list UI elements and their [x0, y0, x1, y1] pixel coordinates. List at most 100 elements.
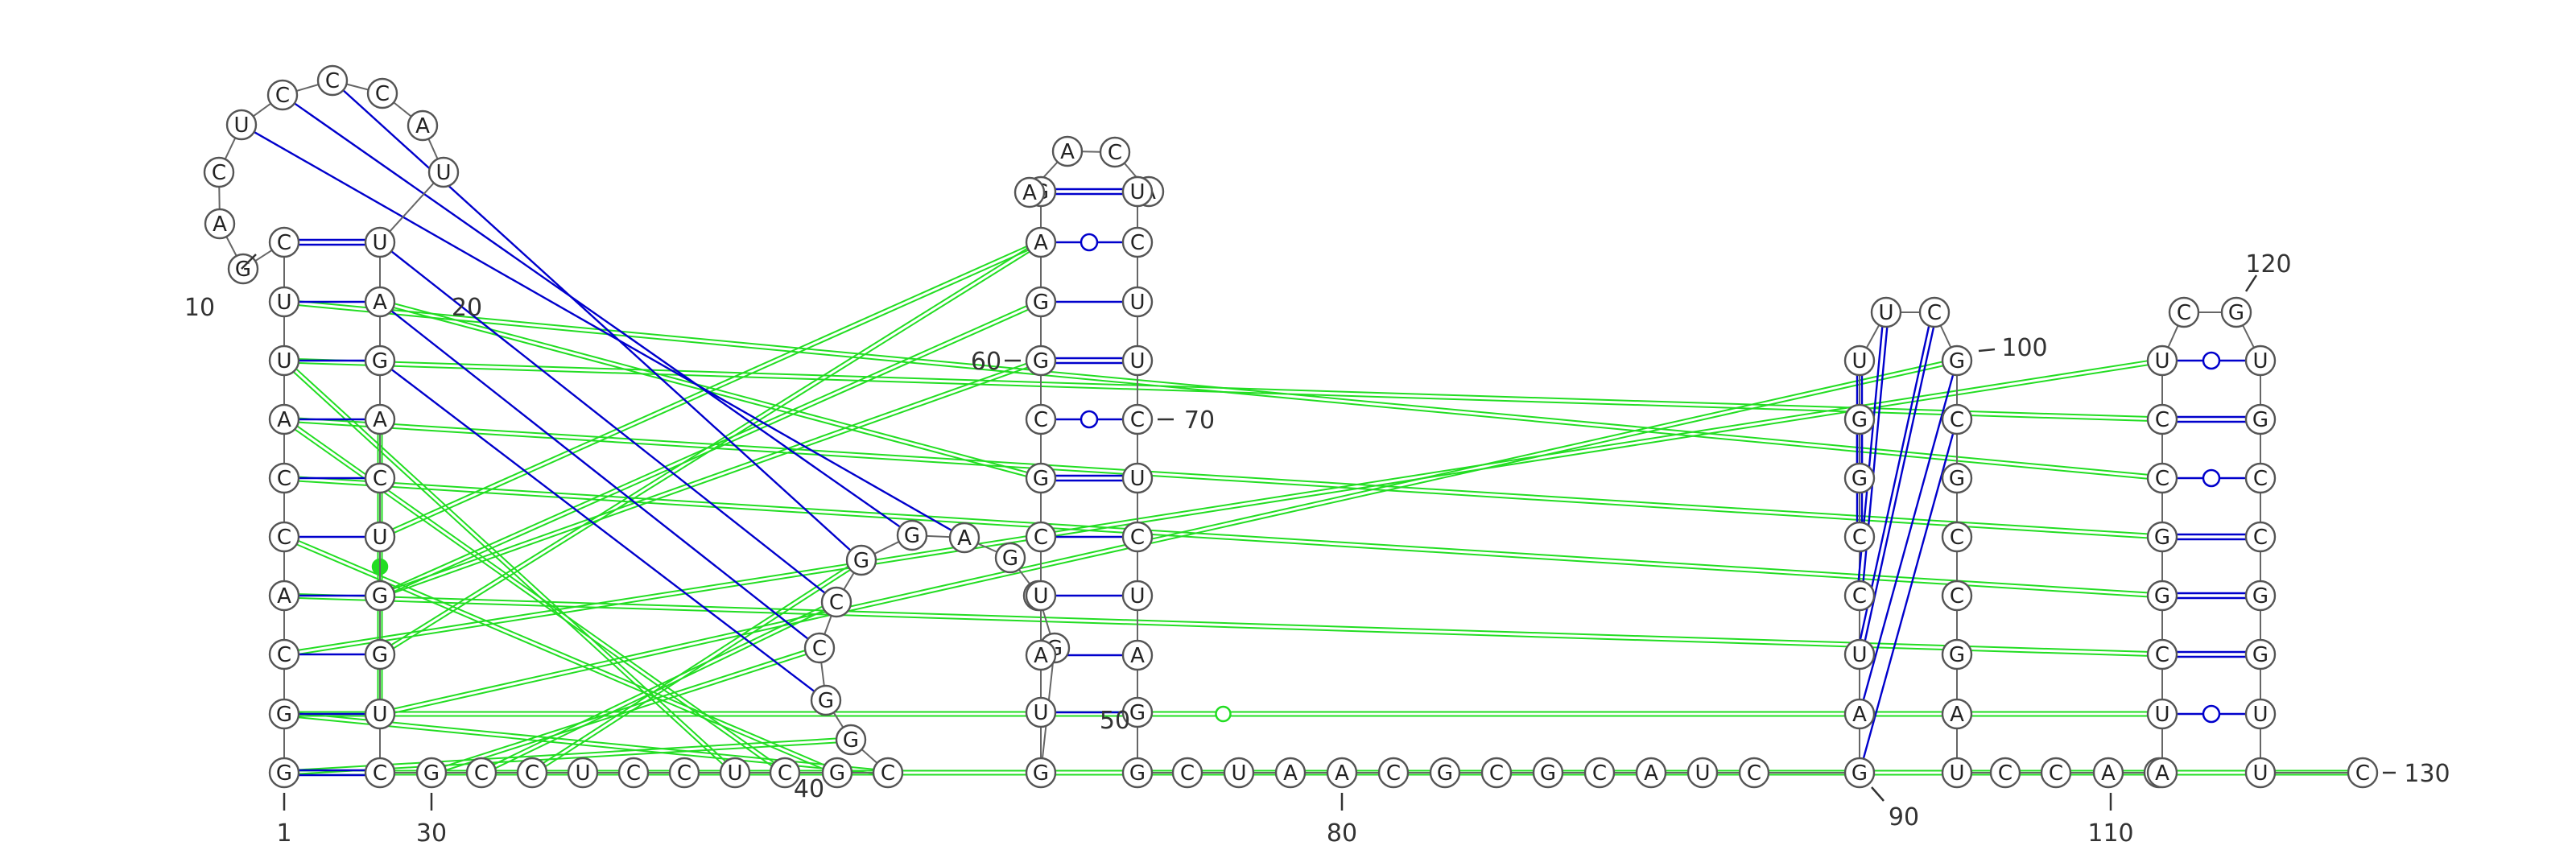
backbone-link — [346, 83, 369, 91]
backbone-link — [1018, 568, 1031, 585]
nucleotide: C — [364, 757, 396, 789]
nucleotide: C — [203, 156, 235, 188]
nucleotide-circle — [2220, 296, 2252, 328]
tertiary-interaction-line — [394, 303, 1028, 473]
nucleotide-circle — [1025, 757, 1057, 789]
nucleotide-letter: U — [233, 113, 249, 138]
nucleotide: U — [268, 286, 300, 318]
nucleotide-letter: U — [1129, 180, 1145, 204]
nucleotide-letter: A — [1644, 761, 1658, 786]
nucleotide: G — [2146, 580, 2178, 612]
nucleotide-circle — [1121, 286, 1154, 318]
nucleotide: G — [1025, 286, 1057, 318]
backbone-connectors — [218, 83, 2348, 774]
nucleotide-letter: G — [1540, 761, 1556, 786]
backbone-link — [977, 543, 997, 553]
nucleotide-letter: C — [1592, 761, 1607, 786]
tertiary-interaction-line — [392, 362, 1027, 590]
backbone-link — [832, 712, 844, 728]
nucleotide: C — [803, 632, 836, 664]
tertiary-interaction-line — [390, 247, 1028, 646]
backbone-link — [1865, 324, 1880, 349]
nucleotide-circle — [1843, 580, 1876, 612]
nucleotide-circle — [1941, 344, 1973, 377]
nucleotide: G — [1941, 344, 1973, 377]
position-label: 90 — [1889, 803, 1919, 831]
nucleotide-circle — [225, 109, 258, 141]
nucleotide-circle — [2347, 757, 2379, 789]
backbone-link — [393, 101, 412, 118]
nucleotide: A — [364, 403, 396, 435]
nucleotide-letter: U — [1949, 761, 1964, 786]
nucleotide: U — [1121, 175, 1154, 208]
nucleotide-circle — [268, 403, 300, 435]
nucleotide: C — [268, 226, 300, 258]
nucleotide: A — [1013, 176, 1046, 208]
nucleotide: U — [2146, 344, 2178, 377]
nucleotide-circle — [2146, 521, 2178, 553]
nucleotide-circle — [203, 156, 235, 188]
pseudoknot-pair-lines — [254, 89, 952, 693]
backbone-link — [224, 137, 237, 160]
nucleotide-letter: C — [375, 82, 390, 106]
backbone-link — [1042, 609, 1051, 635]
nucleotide: G — [415, 757, 448, 789]
backbone-link — [254, 249, 273, 262]
backbone-link — [873, 541, 900, 555]
nucleotide-letter: A — [277, 408, 291, 432]
nucleotide-letter: U — [1033, 701, 1048, 725]
nucleotide: C — [268, 521, 300, 553]
nucleotide-circle — [1051, 135, 1084, 167]
nucleotide-circle — [1025, 462, 1057, 494]
nucleotide: C — [268, 638, 300, 670]
backbone-link — [843, 571, 855, 591]
nucleotide-letter: C — [2177, 301, 2191, 325]
nucleotide-circle — [1025, 521, 1057, 553]
pseudoknot-pair-line — [390, 250, 826, 594]
nucleotide-circle — [415, 757, 448, 789]
nucleotide: G — [810, 684, 842, 716]
nucleotide: U — [1686, 757, 1719, 789]
tertiary-interaction-line — [393, 250, 1030, 650]
nucleotide-circle — [1941, 462, 1973, 494]
nucleotide-letter: C — [626, 761, 641, 786]
nucleotide-letter: G — [1949, 467, 1965, 491]
nucleotide-circle — [1429, 757, 1461, 789]
tertiary-interaction-line — [298, 539, 825, 766]
nucleotide: U — [364, 226, 396, 258]
nucleotide-letter: C — [2253, 526, 2268, 550]
nucleotide-circle — [1121, 344, 1154, 377]
nucleotide-letter: G — [372, 584, 388, 609]
nucleotide-circle — [1843, 344, 1876, 377]
nucleotide: A — [2092, 757, 2124, 789]
nucleotide: U — [1941, 757, 1973, 789]
nucleotide-circle — [1532, 757, 1564, 789]
nucleotide-circle — [2040, 757, 2072, 789]
base-pair-line — [1862, 374, 1955, 700]
nucleotide-circle — [268, 226, 300, 258]
nucleotide-circle — [268, 698, 300, 730]
nucleotide: C — [516, 757, 548, 789]
nucleotide-circle — [316, 64, 349, 97]
nucleotide-letter: G — [372, 643, 388, 667]
nucleotide-letter: U — [2252, 349, 2268, 373]
backbone-link — [1939, 324, 1952, 349]
backbone-link — [926, 534, 951, 538]
position-label: 120 — [2245, 250, 2291, 278]
nucleotide: U — [1843, 344, 1876, 377]
nucleotide: U — [1121, 462, 1154, 494]
position-label: 40 — [794, 775, 824, 803]
nucleotide-letter: A — [1335, 761, 1349, 786]
nucleotide-letter: G — [1033, 349, 1049, 373]
nucleotide: U — [1843, 638, 1876, 670]
nucleotide-circle — [1738, 757, 1770, 789]
nucleotide: G — [1843, 403, 1876, 435]
nucleotide-letter: C — [2355, 761, 2370, 786]
nucleotide-letter: C — [1998, 761, 2013, 786]
position-label: 1 — [276, 819, 291, 848]
nucleotide-letter: U — [276, 291, 291, 315]
nucleotide-circle — [1941, 521, 1973, 553]
nucleotide-circle — [1941, 580, 1973, 612]
nucleotide-circle — [2146, 638, 2178, 670]
